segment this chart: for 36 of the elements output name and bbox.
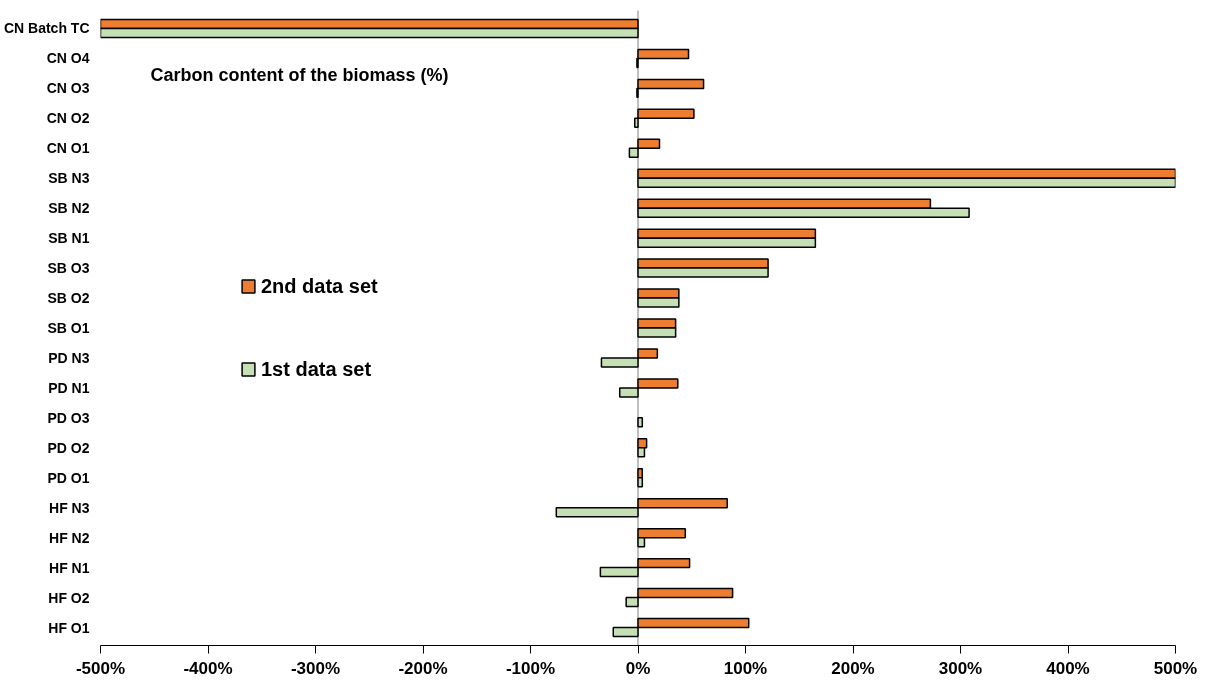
x-tick-label: -500% [75,658,126,678]
y-tick-label: CN O4 [46,50,90,67]
x-tick-label: 200% [831,658,875,678]
y-tick-label: HF O1 [48,619,90,636]
y-tick-label: HF N3 [49,499,90,516]
x-tick-label: 100% [723,658,768,678]
x-tick-label: -200% [398,658,448,678]
y-tick-label: HF O2 [48,589,90,606]
bar [637,417,644,428]
y-tick-label: PD O1 [47,469,90,486]
y-tick-label: SB N3 [48,170,90,187]
y-tick-label: SB O1 [47,320,90,336]
x-tick-label: 0% [625,658,651,678]
x-tick-label: -400% [183,658,233,678]
y-tick-label: HF N2 [49,529,90,546]
y-tick-label: PD O3 [47,409,90,426]
x-tick-label: 400% [1046,658,1090,678]
y-tick-label: SB O2 [47,290,90,307]
y-tick-label: CN O1 [46,140,90,157]
legend-label: 2nd data set [261,274,378,298]
y-tick-label: HF N1 [49,559,90,576]
y-tick-label: SB N1 [48,230,90,247]
y-tick-label: SB O3 [47,260,90,277]
y-tick-label: CN Batch TC [3,20,90,37]
y-tick-label: CN O2 [46,110,90,127]
x-tick-label: -300% [290,658,341,678]
x-tick-label: 300% [938,658,983,678]
y-tick-label: SB N2 [48,200,90,217]
x-tick-label: -100% [505,658,556,678]
text: Carbon content of the biomass (%) [150,64,449,85]
y-tick-label: PD O2 [47,439,90,456]
y-tick-label: PD N3 [48,349,90,366]
legend-label: 1st data set [261,357,372,381]
y-tick-label: PD N1 [48,379,90,396]
y-tick-label: CN O3 [46,80,90,97]
x-tick-label: 500% [1153,658,1198,678]
